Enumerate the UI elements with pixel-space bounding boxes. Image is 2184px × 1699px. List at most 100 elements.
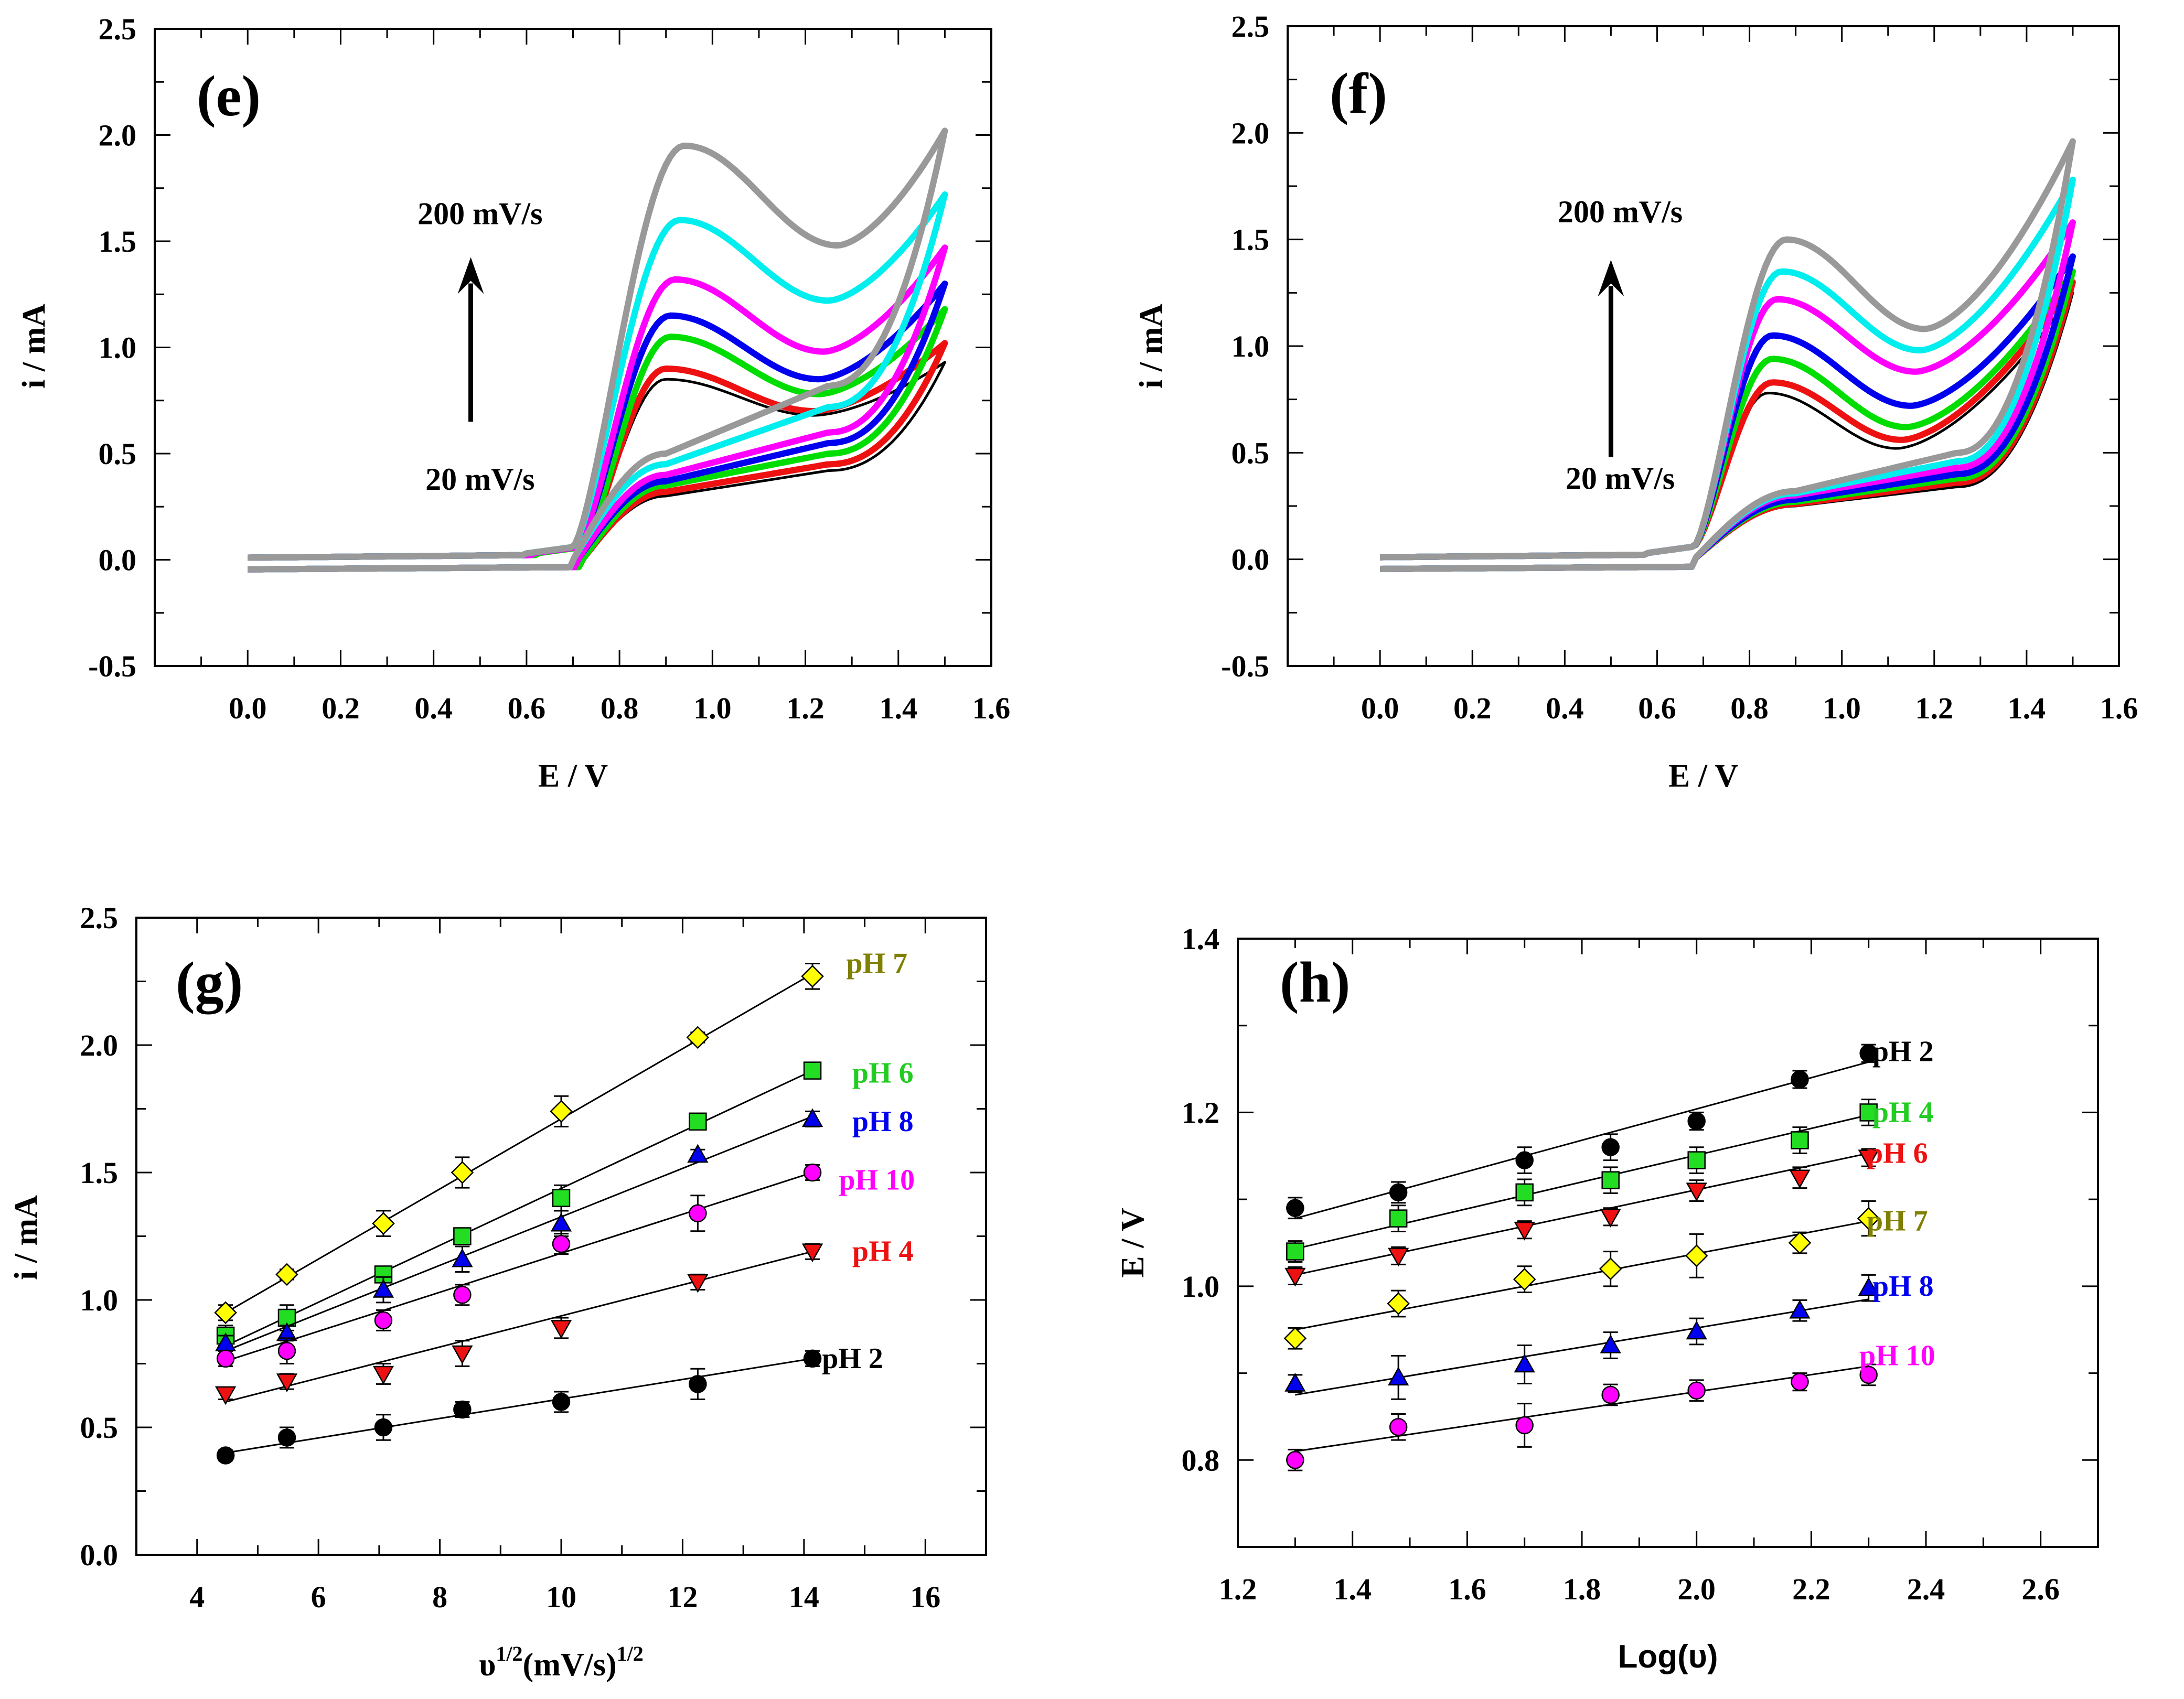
x-tick-label: 2.6: [2021, 1572, 2060, 1606]
data-point: [1789, 1299, 1811, 1319]
y-tick-label: -0.5: [88, 649, 136, 683]
data-point: [550, 1212, 572, 1232]
y-axis-label: i / mA: [8, 1195, 44, 1280]
series-label: pH 7: [1867, 1205, 1928, 1238]
panel-label: (f): [1330, 61, 1387, 125]
series-ph-4: pH 4: [1286, 1096, 1934, 1263]
x-axis-label: υ1/2(mV/s)1/2: [479, 1642, 644, 1683]
x-tick-label: 2.2: [1792, 1572, 1830, 1606]
x-tick-label: 1.8: [1563, 1572, 1601, 1606]
cv-curves: [248, 127, 948, 573]
x-tick-label: 0.4: [414, 691, 453, 725]
data-point: [1788, 1231, 1812, 1254]
y-tick-label: 2.0: [99, 119, 137, 153]
x-tick-label: 0.4: [1546, 691, 1584, 725]
data-point: [689, 1375, 707, 1393]
data-point: [1858, 1277, 1879, 1296]
annotation-20mvs: 20 mV/s: [1566, 461, 1675, 496]
series-label: pH 8: [1872, 1270, 1934, 1303]
y-tick-label: 1.5: [1232, 223, 1270, 257]
y-tick-label: 2.5: [1232, 9, 1270, 44]
series-ph-2: pH 2: [216, 1342, 883, 1465]
x-tick-label: 1.2: [1219, 1572, 1257, 1606]
series-label: pH 8: [852, 1105, 914, 1138]
panel-f: 0.0 0.2 0.4 0.6 0.8 1.0 1.2 1.4 1.6 -0.5 0.0 0.5 1.0…: [1133, 9, 2138, 794]
x-tick-label: 16: [910, 1580, 940, 1614]
series-ph-7: pH 7: [1283, 1200, 1928, 1350]
x-tick-label: 1.6: [972, 691, 1011, 725]
series-label: pH 10: [839, 1164, 915, 1197]
x-tick-label: 1.4: [1333, 1572, 1372, 1606]
data-point: [1789, 1169, 1811, 1189]
data-point: [687, 1144, 709, 1163]
x-tick-label: 4: [189, 1580, 205, 1614]
x-tick-label: 8: [432, 1580, 447, 1614]
x-tick-label: 1.4: [880, 691, 918, 725]
x-tick-label: 0.2: [1453, 691, 1492, 725]
panel-e: 0.0 0.2 0.4 0.6 0.8 1.0 1.2 1.4 1.6 -0.5 0.0 0.5 1.0…: [16, 12, 1010, 794]
series-label: pH 4: [1872, 1096, 1934, 1128]
data-point: [216, 1446, 235, 1465]
data-point: [374, 1418, 393, 1437]
series-label: pH 6: [1867, 1137, 1928, 1169]
fit-line: [225, 1171, 813, 1362]
y-tick-label: 2.5: [99, 12, 137, 46]
data-point: [275, 1263, 298, 1286]
data-point: [686, 1026, 710, 1049]
x-tick-label: 14: [789, 1580, 819, 1614]
data-point: [1687, 1112, 1706, 1131]
y-tick-label: 1.5: [99, 224, 137, 259]
data-point: [1859, 1044, 1878, 1062]
data-point: [214, 1301, 237, 1325]
x-tick-label: 0.6: [508, 691, 546, 725]
data-point: [452, 1345, 473, 1364]
data-point: [1601, 1138, 1620, 1156]
y-tick-label: 0.5: [80, 1411, 119, 1445]
series-ph-6: pH 6: [1284, 1137, 1928, 1287]
x-tick-label: 1.0: [1823, 691, 1861, 725]
data-point: [1389, 1209, 1408, 1228]
data-point: [374, 1311, 393, 1330]
series-label: pH 7: [846, 947, 907, 980]
x-tick-label: 12: [667, 1580, 698, 1614]
data-point: [1286, 1451, 1304, 1469]
panel-g: 4 6 8 10 12 14 160.00.51.01.52.02.5(g)i / mAυ1…: [8, 901, 987, 1683]
y-tick-label: 2.5: [80, 901, 119, 935]
x-tick-label: 1.4: [2008, 691, 2046, 725]
data-point: [1387, 1292, 1410, 1315]
fit-line: [225, 1115, 813, 1352]
y-tick-label: 1.0: [80, 1283, 119, 1317]
data-point: [1686, 1182, 1707, 1202]
x-tick-label: 1.6: [1448, 1572, 1486, 1606]
x-axis-label: E / V: [538, 758, 608, 794]
cv-curve-200-mv-s: [248, 127, 948, 573]
y-tick-label: 0.0: [99, 543, 137, 577]
cv-curve-200-mv-s: [1380, 138, 2076, 572]
series-ph-10: pH 10: [1286, 1339, 1935, 1471]
data-point: [277, 1428, 296, 1447]
series-ph-8: pH 8: [215, 1105, 914, 1352]
series-label: pH 10: [1859, 1339, 1935, 1372]
x-tick-label: 1.2: [786, 691, 825, 725]
data-point: [215, 1386, 237, 1405]
y-tick-label: 1.5: [80, 1156, 119, 1190]
data-point: [1687, 1151, 1706, 1169]
panel-label: (g): [176, 950, 243, 1014]
data-point: [803, 1061, 822, 1080]
data-point: [1791, 1070, 1809, 1089]
data-point: [1513, 1267, 1536, 1291]
x-tick-label: 2.0: [1677, 1572, 1716, 1606]
data-point: [1686, 1320, 1707, 1340]
scan-rate-arrowhead: [457, 257, 484, 294]
data-point: [1858, 1149, 1879, 1169]
x-label-sup: 1/2: [496, 1642, 522, 1665]
data-point: [452, 1248, 473, 1267]
data-point: [1514, 1221, 1535, 1241]
y-tick-label: 2.0: [80, 1028, 119, 1062]
fit-line: [1294, 1061, 1869, 1220]
cv-curves: [1380, 138, 2076, 572]
x-label-sup: 1/2: [617, 1642, 644, 1665]
x-label-units: (mV/s): [523, 1647, 617, 1683]
x-tick-label: 6: [311, 1580, 326, 1614]
series-label: pH 2: [1872, 1035, 1934, 1068]
